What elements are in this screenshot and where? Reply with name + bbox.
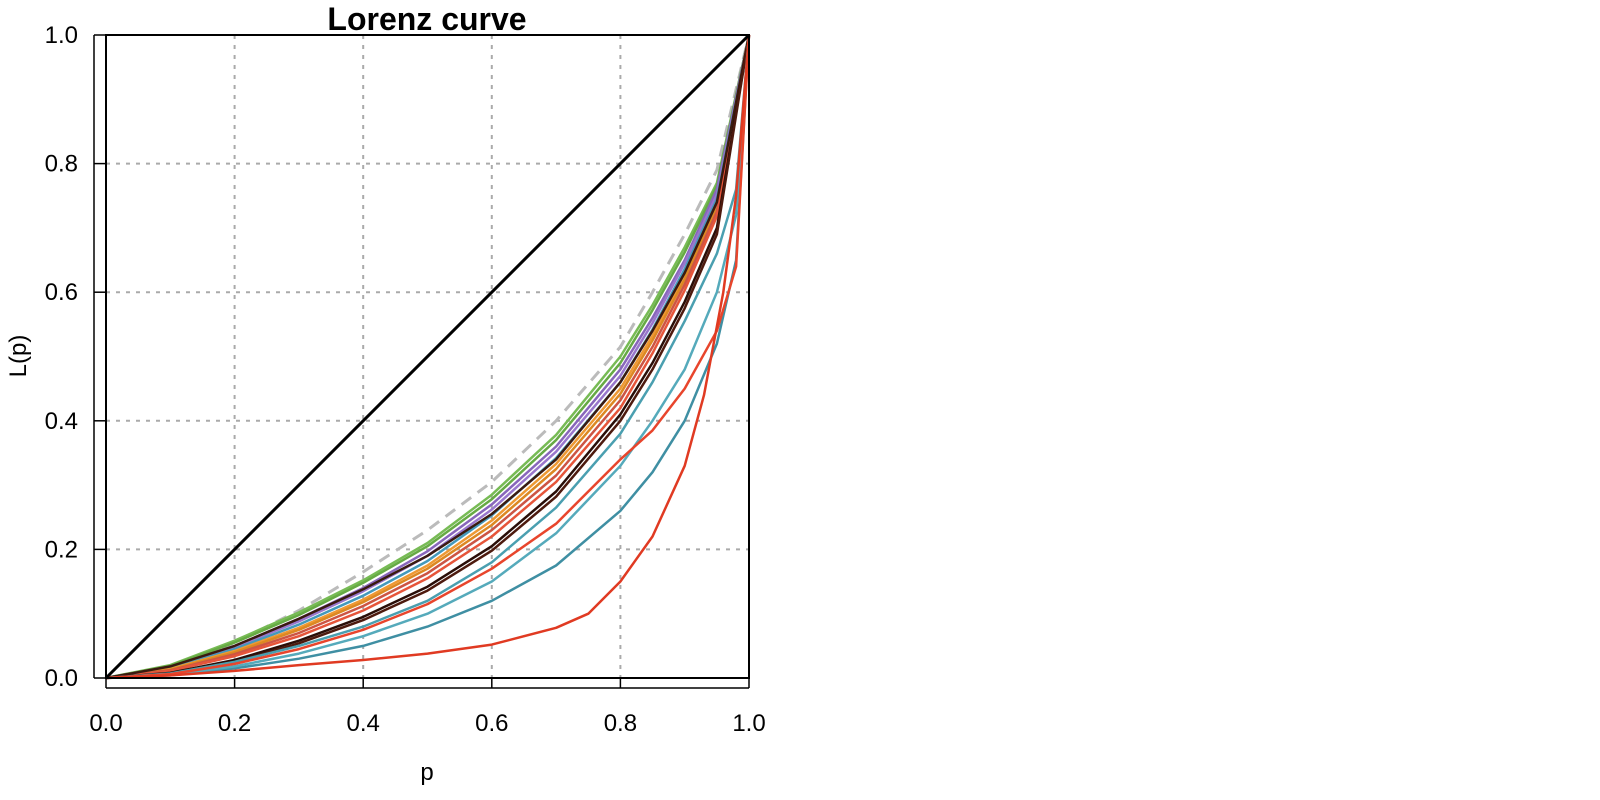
y-axis-label: L(p) [5,335,32,378]
lorenz-series-12 [105,34,751,680]
lorenz-series-8 [105,34,751,680]
x-tick-label: 1.0 [732,710,765,737]
y-tick-label: 0.8 [45,151,78,178]
x-tick-label: 0.0 [89,710,122,737]
x-tick-label: 0.4 [347,710,380,737]
y-tick-label: 1.0 [45,22,78,49]
lorenz-series-10 [105,34,751,680]
x-tick-label: 0.2 [218,710,251,737]
y-tick-label: 0.6 [45,279,78,306]
lorenz-series-2 [105,34,751,680]
y-tick-label: 0.4 [45,408,78,435]
equality-line [104,33,751,680]
reference-lines [104,33,751,680]
lorenz-series-9 [105,34,751,680]
lorenz-series-3 [105,34,751,680]
lorenz-series-14 [105,34,751,680]
chart-title: Lorenz curve [327,1,526,37]
lorenz-series-11 [105,34,751,680]
lorenz-series-16 [105,34,751,680]
plot-frame [105,34,750,679]
axes: 0.0 0.2 0.4 0.6 0.8 1.0 0.0 0.2 0.4 0.6 0.8 1.0 [45,22,766,737]
lorenz-series-17 [105,34,751,680]
lorenz-series-18 [105,34,751,680]
x-tick-label: 0.8 [604,710,637,737]
y-tick-label: 0.0 [45,665,78,692]
y-tick-label: 0.2 [45,536,78,563]
series-lines [105,34,751,680]
x-axis-label: p [420,759,433,786]
x-tick-label: 0.6 [475,710,508,737]
